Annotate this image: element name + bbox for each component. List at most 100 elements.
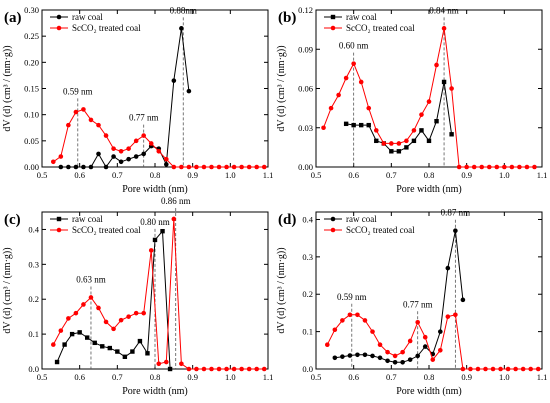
treated-coal-point — [201, 164, 207, 170]
peak-annotation: 0.87 nm — [441, 208, 471, 218]
treated-coal-point — [88, 295, 94, 300]
treated-coal-point — [58, 328, 64, 333]
x-tick-label: 0.6 — [348, 372, 359, 382]
treated-coal-point — [456, 164, 462, 170]
treated-coal-point — [254, 164, 259, 170]
treated-coal-point — [332, 327, 338, 333]
raw-coal-point — [400, 359, 405, 365]
treated-coal-point — [224, 366, 229, 372]
legend-label: raw coal — [72, 214, 103, 224]
legend-marker — [56, 25, 62, 31]
treated-coal-point — [209, 366, 214, 372]
raw-coal-point — [340, 354, 345, 359]
treated-coal-point — [96, 122, 101, 128]
raw-coal-point — [130, 349, 135, 354]
y-tick-label: 0.3 — [28, 259, 39, 269]
raw-coal-point — [404, 145, 409, 150]
treated-coal-point — [355, 312, 360, 318]
legend-label: raw coal — [72, 12, 103, 22]
treated-coal-point — [246, 366, 252, 372]
treated-coal-point — [336, 92, 341, 98]
x-tick-label: 0.8 — [424, 170, 435, 180]
y-tick-label: 0.4 — [302, 214, 313, 224]
raw-coal-point — [107, 345, 112, 351]
raw-coal-point — [73, 164, 79, 170]
peak-annotation: 0.59 nm — [63, 86, 93, 96]
treated-coal-point — [51, 159, 56, 165]
treated-coal-point — [51, 342, 56, 347]
raw-coal-line — [346, 81, 453, 152]
peak-annotation: 0.80 nm — [140, 217, 170, 227]
raw-coal-point — [370, 353, 375, 359]
treated-coal-point — [194, 164, 199, 170]
treated-coal-point — [111, 326, 116, 332]
x-tick-label: 1.1 — [537, 372, 548, 382]
panel-label: (c) — [4, 212, 21, 228]
y-tick-label: 0.3 — [302, 252, 313, 262]
treated-coal-point — [392, 353, 398, 359]
y-tick-label: 0.00 — [298, 162, 313, 172]
treated-coal-point — [438, 348, 443, 353]
treated-coal-point — [96, 305, 101, 311]
treated-coal-point — [103, 133, 109, 138]
treated-coal-point — [385, 349, 390, 355]
treated-coal-point — [449, 86, 454, 91]
x-tick-label: 0.7 — [386, 170, 397, 180]
y-tick-label: 0.25 — [24, 31, 39, 41]
raw-coal-point — [103, 164, 109, 170]
x-tick-label: 0.7 — [112, 170, 123, 180]
raw-coal-point — [118, 159, 124, 165]
treated-coal-point — [441, 26, 447, 31]
treated-coal-point — [209, 164, 214, 170]
raw-coal-point — [385, 358, 390, 364]
raw-coal-point — [179, 26, 184, 31]
treated-coal-point — [377, 342, 383, 348]
x-axis-label: Pore width (nm) — [122, 386, 188, 397]
panel-label: (b) — [278, 10, 296, 26]
raw-coal-point — [396, 149, 402, 154]
legend-label: raw coal — [346, 214, 377, 224]
treated-coal-point — [396, 141, 402, 146]
treated-coal-point — [73, 109, 79, 115]
raw-coal-point — [122, 354, 128, 359]
x-tick-label: 0.6 — [74, 170, 85, 180]
treated-coal-point — [133, 310, 139, 316]
treated-coal-point — [426, 99, 432, 104]
treated-coal-point — [513, 366, 518, 372]
raw-coal-point — [422, 344, 428, 349]
treated-coal-point — [325, 342, 330, 348]
panel-label: (a) — [4, 10, 22, 26]
y-tick-label: 0.15 — [24, 84, 39, 94]
x-tick-label: 0.9 — [187, 372, 198, 382]
treated-coal-point — [148, 141, 154, 146]
treated-coal-point — [404, 138, 409, 144]
legend-marker — [330, 14, 336, 20]
treated-coal-point — [422, 334, 428, 340]
treated-coal-point — [179, 361, 184, 367]
raw-coal-point — [126, 156, 131, 162]
treated-coal-point — [475, 366, 481, 372]
treated-coal-point — [486, 164, 492, 170]
treated-coal-point — [126, 314, 131, 319]
y-tick-label: 0.20 — [24, 57, 39, 67]
treated-coal-point — [445, 314, 451, 319]
treated-coal-point — [216, 164, 222, 170]
y-tick-label: 0.0 — [28, 364, 39, 374]
peak-annotation: 0.77 nm — [403, 299, 433, 309]
treated-coal-point — [118, 149, 124, 154]
legend-label: raw coal — [346, 12, 377, 22]
raw-coal-point — [359, 122, 364, 128]
x-tick-label: 0.5 — [311, 170, 322, 180]
raw-coal-point — [332, 355, 338, 361]
treated-coal-point — [164, 359, 169, 365]
x-tick-label: 0.5 — [37, 372, 48, 382]
treated-coal-point — [81, 302, 86, 307]
raw-coal-point — [81, 164, 86, 170]
treated-coal-point — [261, 366, 267, 372]
raw-coal-point — [77, 330, 82, 335]
treated-coal-line — [53, 108, 265, 168]
raw-coal-line — [56, 229, 171, 370]
peak-annotation: 0.86 nm — [161, 196, 191, 206]
peak-annotation: 0.60 nm — [339, 41, 369, 51]
treated-coal-point — [231, 164, 237, 170]
